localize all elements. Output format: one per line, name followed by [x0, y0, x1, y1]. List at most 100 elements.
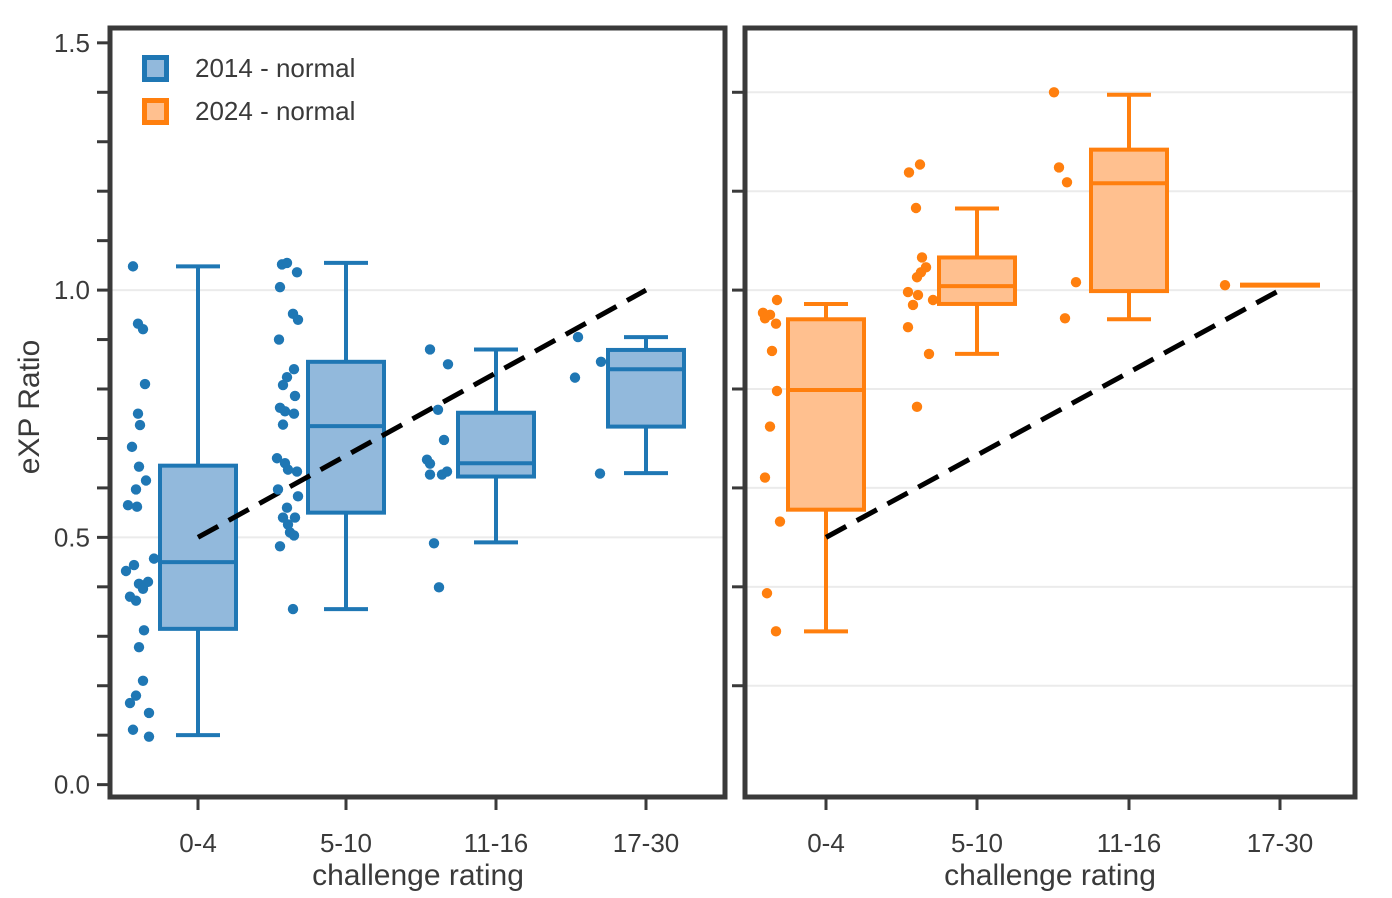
data-point: [128, 559, 140, 571]
data-point: [1070, 276, 1082, 288]
x-ticks: [196, 799, 648, 810]
data-point: [910, 202, 922, 214]
data-point: [771, 385, 783, 397]
data-point: [759, 472, 771, 483]
data-point: [277, 379, 289, 391]
box-11-16: [1089, 92, 1169, 322]
data-point: [903, 167, 915, 178]
box-17-30: [606, 335, 686, 476]
iqr-box: [1089, 147, 1169, 294]
data-point: [770, 318, 782, 329]
data-point: [281, 502, 293, 513]
data-point: [774, 516, 786, 527]
data-point: [1048, 87, 1060, 98]
data-point: [139, 378, 151, 390]
x-tick-label: 11-16: [464, 828, 529, 858]
x-tick-label: 11-16: [1097, 828, 1162, 858]
data-point: [274, 281, 286, 293]
data-point: [281, 257, 293, 269]
legend-swatch-2024: [142, 98, 169, 125]
iqr-box: [786, 317, 866, 512]
data-point: [271, 453, 283, 464]
data-point: [130, 690, 142, 701]
trend-dashed-line: [196, 287, 648, 540]
data-point: [138, 625, 150, 636]
data-point: [287, 603, 299, 615]
y-ticks: [732, 90, 743, 688]
data-point: [122, 500, 134, 511]
x-tick-label: 5-10: [320, 828, 372, 858]
data-point: [127, 261, 139, 272]
data-point: [914, 159, 926, 170]
box-11-16: [456, 347, 536, 545]
x-ticks: [824, 799, 1282, 810]
data-point: [133, 641, 145, 653]
data-point: [424, 344, 436, 355]
data-point: [282, 519, 294, 530]
data-point: [595, 356, 607, 368]
data-point: [134, 419, 146, 431]
box-5-10: [306, 260, 386, 612]
data-point: [288, 530, 300, 541]
data-point: [292, 491, 304, 502]
iqr-box: [937, 255, 1017, 306]
data-point: [133, 461, 145, 472]
data-point: [131, 501, 143, 512]
data-point: [289, 390, 301, 402]
data-point: [289, 512, 301, 523]
data-point: [911, 401, 923, 413]
data-point: [277, 419, 289, 430]
data-point: [291, 466, 303, 477]
data-point: [764, 421, 776, 432]
strip-points: [757, 87, 1231, 637]
iqr-box: [606, 347, 686, 429]
strip-points: [120, 257, 607, 742]
data-point: [272, 484, 284, 495]
x-axis-title-left: challenge rating: [312, 859, 524, 892]
y-tick-label: 1.5: [54, 28, 90, 58]
iqr-box: [158, 463, 238, 631]
data-point: [1059, 313, 1071, 324]
x-axis-title-right: challenge rating: [944, 859, 1156, 892]
data-point: [124, 697, 136, 709]
data-point: [281, 371, 293, 383]
data-point: [902, 321, 914, 333]
data-point: [282, 464, 294, 475]
box-0-4: [786, 301, 866, 634]
data-point: [433, 582, 445, 593]
data-point: [424, 469, 436, 480]
y-tick-label: 0.0: [54, 770, 90, 800]
data-point: [428, 538, 440, 549]
data-point: [432, 404, 444, 415]
panel-2024: 0-4 5-10 11-16 17-30: [732, 25, 1358, 858]
data-point: [766, 345, 778, 357]
data-point: [1219, 279, 1231, 291]
data-point: [279, 406, 291, 417]
data-point: [137, 583, 149, 595]
data-point: [441, 466, 453, 477]
legend-item-2024: 2024 - normal: [142, 98, 355, 125]
data-point: [916, 252, 928, 263]
data-point: [1053, 162, 1065, 173]
data-point: [594, 468, 606, 479]
legend-item-2014: 2014 - normal: [142, 55, 355, 82]
box-5-10: [937, 206, 1017, 356]
data-point: [902, 286, 914, 298]
x-tick-label: 0-4: [807, 828, 845, 858]
data-point: [907, 299, 919, 311]
data-point: [288, 364, 300, 375]
y-tick-label: 1.0: [54, 275, 90, 305]
data-point: [130, 595, 142, 606]
data-point: [126, 441, 138, 453]
data-point: [770, 626, 782, 637]
x-tick-label: 17-30: [613, 828, 680, 858]
axes-frame: [107, 25, 728, 800]
x-tick-label: 0-4: [179, 828, 217, 858]
legend-label-2024: 2024 - normal: [195, 96, 356, 126]
iqr-box: [306, 359, 386, 515]
data-point: [292, 314, 304, 325]
data-point: [759, 313, 771, 324]
data-point: [273, 334, 285, 345]
